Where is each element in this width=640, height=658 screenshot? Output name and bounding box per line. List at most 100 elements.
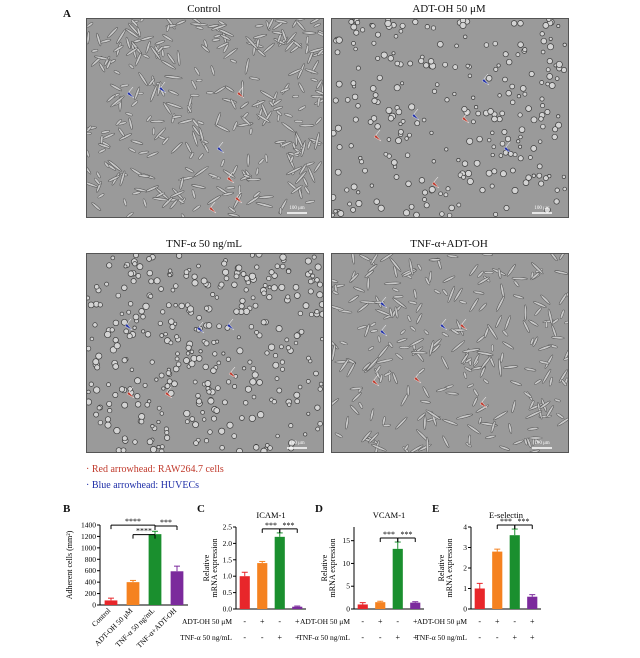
cell [112, 392, 119, 398]
cell [271, 399, 277, 405]
cell [338, 309, 353, 314]
cell [447, 285, 455, 303]
cell [527, 427, 539, 431]
cell [161, 60, 176, 70]
cell [134, 393, 141, 400]
cell [204, 305, 210, 311]
y-tick-label: 0.5 [223, 588, 233, 597]
cell [136, 26, 141, 38]
cell [125, 28, 140, 39]
cell [133, 254, 139, 259]
cell [232, 121, 238, 131]
cell [175, 361, 182, 368]
cell [351, 392, 362, 402]
cell [267, 285, 272, 290]
blue-arrowhead-icon [503, 141, 512, 154]
cell [545, 405, 554, 418]
cell [413, 288, 418, 300]
cell [165, 370, 172, 376]
cell [218, 28, 235, 37]
cell [87, 132, 92, 135]
cell [279, 87, 290, 93]
micrograph-tnf-adtoh-image: 100 μm [332, 254, 568, 452]
cell [418, 57, 425, 65]
cell [534, 379, 542, 385]
cell [87, 164, 92, 175]
bar [492, 551, 503, 609]
cell [355, 200, 363, 207]
cell [286, 32, 297, 45]
cell [254, 24, 264, 28]
cell [423, 202, 430, 209]
cell [370, 23, 376, 29]
cell [132, 191, 141, 195]
cell [374, 440, 380, 452]
treatment-mark: + [530, 633, 535, 642]
cell [317, 386, 323, 392]
micrograph-title-control: Control [187, 3, 221, 15]
cell [424, 24, 430, 30]
cell [473, 353, 480, 366]
cell [533, 301, 547, 308]
cell [472, 396, 478, 407]
cell [144, 402, 151, 408]
cell [294, 292, 301, 299]
cell [525, 410, 543, 419]
cell [167, 268, 173, 273]
cell [511, 277, 528, 281]
bar [357, 604, 368, 609]
cell [313, 23, 321, 28]
red-arrowhead-icon [126, 386, 135, 399]
cell [100, 130, 110, 134]
cell [310, 60, 319, 74]
cell [512, 294, 525, 300]
cell [504, 135, 512, 143]
cell [398, 28, 404, 34]
cell [313, 370, 319, 377]
cell [243, 287, 249, 293]
cell [166, 52, 176, 65]
cell [149, 359, 155, 365]
cell [274, 376, 280, 381]
cell [207, 195, 222, 205]
cell [176, 50, 181, 66]
y-tick-label: 10 [343, 559, 351, 568]
cell [94, 364, 101, 371]
cell [400, 119, 406, 124]
cell [230, 59, 237, 64]
cell [469, 264, 479, 277]
cell [453, 287, 463, 302]
cell [375, 55, 381, 61]
y-tick-label: 1000 [81, 543, 96, 552]
cell [379, 254, 394, 262]
cell [511, 400, 516, 414]
cell [320, 337, 323, 342]
cell [175, 351, 180, 356]
cell [207, 429, 213, 435]
treatment-mark: - [379, 633, 382, 642]
cell [188, 19, 202, 25]
cell [193, 166, 209, 177]
cell [493, 66, 499, 72]
cell [376, 358, 394, 364]
cell [272, 361, 280, 369]
cell [251, 371, 259, 379]
cell [355, 20, 361, 26]
cell [400, 81, 405, 86]
cell [238, 303, 245, 310]
cell [349, 386, 363, 391]
cell [344, 97, 351, 103]
cell [428, 186, 436, 194]
cell [175, 19, 187, 26]
legend-blue-arrowhead: · Blue arrowhead: HUVECs [86, 480, 200, 491]
cell [261, 110, 273, 127]
y-tick-label: 800 [85, 555, 97, 564]
cell [384, 19, 392, 28]
cell [126, 309, 132, 315]
cell [474, 105, 479, 110]
cell [211, 415, 217, 422]
cell [308, 47, 323, 54]
y-tick-label: 1.5 [223, 555, 233, 564]
cell [109, 327, 115, 333]
cell [186, 105, 192, 113]
